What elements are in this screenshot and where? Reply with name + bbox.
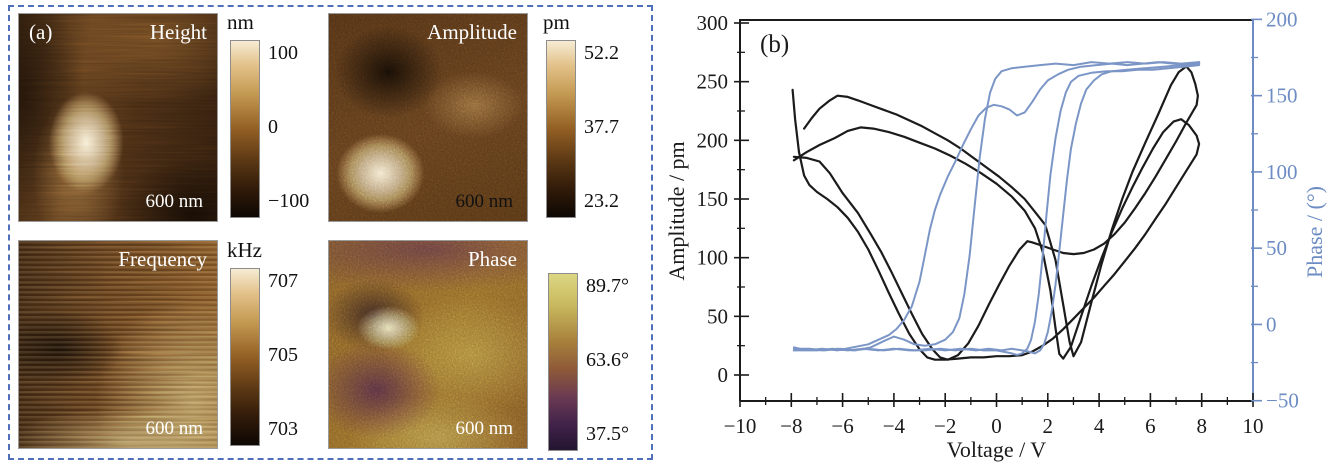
y-left-tick-label: 150 <box>697 187 729 211</box>
scale-bar-text: 600 nm <box>145 191 203 212</box>
x-tick-label: 4 <box>1094 414 1105 438</box>
colorbar-tick: 705 <box>268 344 298 366</box>
x-tick-label: −2 <box>934 414 956 438</box>
colorbar-tick: 52.2 <box>584 42 619 64</box>
x-axis-title: Voltage / V <box>947 437 1047 462</box>
colorbar-gradient-amplitude <box>546 40 576 218</box>
y-right-axis-title: Phase / (°) <box>1302 186 1327 278</box>
amplitude-loop-2-curve <box>791 88 1201 361</box>
x-tick-label: 2 <box>1043 414 1054 438</box>
colorbar-ticks-phase: 89.7° 63.6° 37.5° <box>586 273 629 451</box>
colorbar-tick: 100 <box>268 42 298 64</box>
colorbar-tick: 703 <box>268 418 298 440</box>
colorbar-amplitude: pm 52.2 37.7 23.2 <box>543 10 619 218</box>
afm-image-frequency: Frequency 600 nm <box>18 240 218 449</box>
y-right-tick-label: 50 <box>1266 236 1287 260</box>
colorbar-frequency: kHz 707 705 703 <box>227 238 298 446</box>
panel-b-label: (b) <box>760 31 789 58</box>
x-tick-label: −6 <box>831 414 853 438</box>
colorbar-gradient-frequency <box>230 268 260 446</box>
y-right-tick-label: 100 <box>1266 160 1298 184</box>
colorbar-tick: 23.2 <box>584 190 619 212</box>
colorbar-tick: 89.7° <box>586 275 629 297</box>
amplitude-loop-1-curve <box>792 65 1200 361</box>
y-left-tick-label: 100 <box>697 246 729 270</box>
afm-image-phase: Phase 600 nm <box>328 240 528 449</box>
y-left-axis-title: Amplitude / pm <box>664 141 689 280</box>
y-left-tick-label: 50 <box>707 304 728 328</box>
y-left-tick-label: 0 <box>718 363 729 387</box>
scan-noise-texture <box>329 14 527 221</box>
scan-noise-texture <box>19 241 217 448</box>
phase-loop-2-curve <box>792 61 1201 355</box>
colorbar-unit-amplitude: pm <box>543 10 570 34</box>
x-tick-label: −8 <box>780 414 802 438</box>
colorbar-unit-height: nm <box>227 10 254 34</box>
x-tick-label: −10 <box>724 414 757 438</box>
y-right-tick-label: 200 <box>1266 7 1298 31</box>
scale-bar-amplitude: 600 nm <box>455 191 513 213</box>
colorbar-tick: 37.7 <box>584 116 619 138</box>
colorbar-tick: 63.6° <box>586 349 629 371</box>
x-tick-label: −4 <box>883 414 906 438</box>
colorbar-tick: 37.5° <box>586 423 629 445</box>
colorbar-tick: −100 <box>268 190 310 212</box>
colorbar-unit-frequency: kHz <box>227 238 262 262</box>
panel-a-label: (a) <box>29 20 53 44</box>
x-tick-label: 6 <box>1145 414 1156 438</box>
scale-bar-text: 600 nm <box>455 418 513 439</box>
colorbar-ticks-height: 100 0 −100 <box>268 40 309 218</box>
colorbar-phase: 89.7° 63.6° 37.5° <box>548 273 629 451</box>
y-right-tick-label: 150 <box>1266 84 1298 108</box>
x-tick-label: 8 <box>1196 414 1207 438</box>
x-tick-label: 10 <box>1243 414 1264 438</box>
afm-image-height: (a) Height 600 nm <box>18 13 218 222</box>
panel-a-dashed-border <box>8 5 653 460</box>
scale-bar-frequency: 600 nm <box>145 418 203 440</box>
colorbar-ticks-frequency: 707 705 703 <box>268 268 298 446</box>
colorbar-ticks-amplitude: 52.2 37.7 23.2 <box>584 40 619 218</box>
y-left-tick-label: 200 <box>697 128 729 152</box>
image-title-height: Height <box>149 20 207 44</box>
colorbar-gradient-height <box>230 40 260 218</box>
colorbar-tick: 0 <box>268 116 278 138</box>
scan-noise-texture <box>19 14 217 221</box>
y-right-tick-label: −50 <box>1266 389 1299 413</box>
image-title-amplitude: Amplitude <box>427 20 517 44</box>
axis-frame-left-top <box>739 19 1253 401</box>
x-tick-label: 0 <box>991 414 1002 438</box>
colorbar-height: nm 100 0 −100 <box>227 10 309 218</box>
colorbar-gradient-phase <box>548 273 578 451</box>
colorbar-tick: 707 <box>268 270 298 292</box>
y-left-tick-label: 300 <box>697 11 729 35</box>
image-title-phase: Phase <box>468 247 517 271</box>
afm-image-amplitude: Amplitude 600 nm <box>328 13 528 222</box>
scale-bar-text: 600 nm <box>145 418 203 439</box>
scan-noise-texture <box>329 241 527 448</box>
scale-bar-height: 600 nm <box>145 191 203 213</box>
scale-bar-phase: 600 nm <box>455 418 513 440</box>
image-title-frequency: Frequency <box>118 247 207 271</box>
y-right-tick-label: 0 <box>1266 312 1277 336</box>
scale-bar-text: 600 nm <box>455 191 513 212</box>
y-left-tick-label: 250 <box>697 70 729 94</box>
